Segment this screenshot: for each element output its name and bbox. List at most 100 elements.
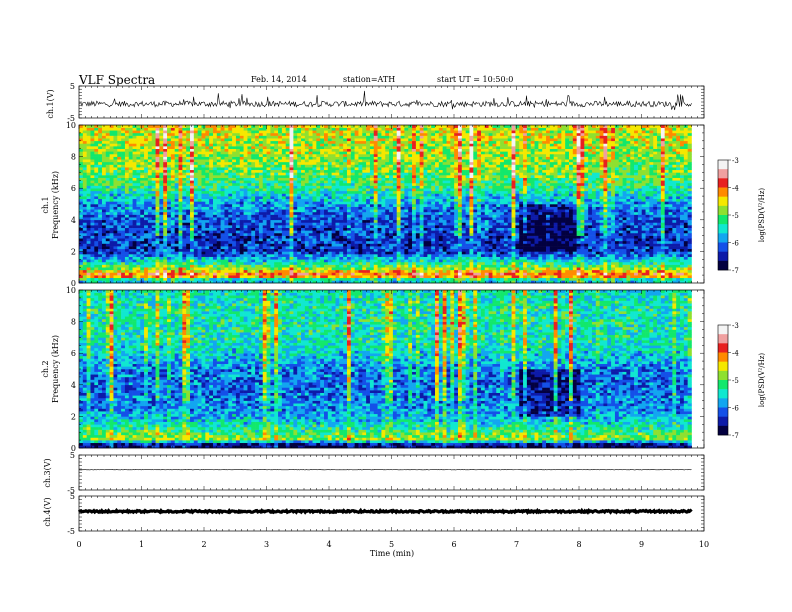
ch1-spectrogram-cell: [324, 243, 329, 247]
ch1-spectrogram-cell: [304, 182, 309, 186]
ch1-spectrogram-cell: [297, 156, 302, 160]
ch1-spectrogram-cell: [79, 209, 84, 213]
ch1-spectrogram-cell: [343, 159, 348, 163]
ch1-spectrogram-cell: [255, 232, 260, 236]
ch1-spectrogram-cell: [247, 156, 252, 160]
ch1-spectrogram-cell: [270, 243, 275, 247]
ch1-spectrogram-cell: [366, 159, 371, 163]
ch1-spectrogram-cell: [289, 246, 294, 250]
ch1-spectrogram-cell: [209, 246, 214, 250]
ch1-spectrogram-cell: [278, 182, 283, 186]
ch1-spectrogram-cell: [358, 269, 363, 273]
ch1-spectrogram-cell: [331, 146, 336, 149]
ch1-spectrogram-cell: [350, 164, 355, 168]
ch1-spectrogram-cell: [278, 254, 283, 257]
ch1-spectrogram-cell: [324, 138, 329, 142]
ch1-spectrogram-cell: [209, 130, 214, 134]
ch1-spectrogram-cell: [86, 254, 91, 257]
ch1-spectrogram-cell: [308, 161, 313, 165]
ch1-spectrogram-cell: [132, 251, 137, 255]
ch1-spectrogram-cell: [247, 254, 252, 257]
ch1-spectrogram-cell: [186, 156, 191, 160]
ch1-spectrogram-cell: [132, 193, 137, 197]
ch1-spectrogram-cell: [117, 232, 122, 236]
ch1-spectrogram-cell: [205, 201, 210, 205]
ch1-spectrogram-cell: [316, 164, 321, 168]
ch1-spectrogram-cell: [105, 156, 110, 160]
ch1-spectrogram-cell: [235, 219, 241, 223]
ch1-spectrogram-cell: [167, 225, 172, 228]
ch1-spectrogram-cell: [82, 188, 87, 192]
ch1-spectrogram-cell: [369, 254, 375, 257]
ch1-spectrogram-cell: [140, 261, 145, 265]
ch1-spectrogram-cell: [193, 248, 198, 252]
ch1-spectrogram-cell: [235, 196, 241, 200]
ch1-spectrogram-cell: [128, 272, 133, 276]
ch1-spectrogram-cell: [327, 269, 332, 273]
ch1-spectrogram-cell: [182, 217, 187, 221]
ch1-spectrogram-cell: [113, 125, 118, 128]
ch1-spectrogram-cell: [381, 256, 386, 260]
ch1-spectrogram-cell: [346, 167, 352, 171]
ch1-spectrogram-cell: [243, 201, 248, 205]
ch1-spectrogram-cell: [170, 214, 176, 218]
ch1-spectrogram-cell: [251, 146, 256, 149]
ch1-spectrogram-cell: [155, 125, 160, 128]
ch1-spectrogram-cell: [228, 196, 233, 200]
ch1-spectrogram-cell: [228, 217, 233, 221]
ch1-spectrogram-cell: [274, 151, 279, 155]
ch1-spectrogram-cell: [255, 153, 260, 157]
ch1-spectrogram-cell: [266, 146, 271, 149]
ch1-spectrogram-cell: [293, 146, 298, 149]
ch1-spectrogram-cell: [235, 201, 241, 205]
ch1-spectrogram-cell: [377, 185, 382, 189]
ch1-spectrogram-cell: [266, 130, 271, 134]
ch1-spectrogram-cell: [101, 254, 107, 257]
ch1-spectrogram-cell: [339, 164, 344, 168]
ch1-spectrogram-cell: [197, 209, 202, 213]
ch1-spectrogram-cell: [239, 196, 244, 200]
ch1-spectrogram-cell: [247, 206, 252, 210]
ch1-spectrogram-cell: [316, 256, 321, 260]
ch1-spectrogram-cell: [201, 193, 206, 197]
ch1-spectrogram-cell: [128, 254, 133, 257]
ch1-spectrogram-cell: [358, 161, 363, 165]
ch1-spectrogram-cell: [324, 272, 329, 276]
ch1-spectrogram-cell: [289, 177, 294, 181]
ch1-spectrogram-cell: [346, 193, 352, 197]
ch1-spectrogram-cell: [220, 256, 225, 260]
ch1-spectrogram-cell: [281, 132, 287, 136]
ch1-spectrogram-cell: [369, 232, 375, 236]
ch1-spectrogram-cell: [343, 161, 348, 165]
ch1-spectrogram-cell: [289, 135, 294, 139]
ch1-spectrogram-cell: [90, 275, 95, 279]
ch1-spectrogram-cell: [258, 254, 264, 257]
ch1-spectrogram-cell: [327, 146, 332, 149]
ch1-spectrogram-cell: [301, 275, 306, 279]
ch1-spectrogram-cell: [159, 264, 164, 268]
ch1-spectrogram-cell: [278, 230, 283, 234]
ch1-spectrogram-cell: [304, 175, 309, 178]
ch1-spectrogram-cell: [124, 177, 130, 181]
ch1-spectrogram-cell: [136, 214, 141, 218]
ch1-spectrogram-cell: [220, 230, 225, 234]
ch1-spectrogram-cell: [147, 272, 153, 276]
ch1-spectrogram-cell: [255, 177, 260, 181]
ch1-spectrogram-cell: [247, 161, 252, 165]
ch1-spectrogram-cell: [212, 161, 218, 165]
ch1-spectrogram-cell: [270, 277, 275, 281]
ch1-spectrogram-cell: [270, 132, 275, 136]
ch1-spectrogram-cell: [128, 188, 133, 192]
ch1-spectrogram-cell: [79, 272, 84, 276]
ch1-spectrogram-cell: [174, 269, 179, 273]
ch1-spectrogram-cell: [98, 193, 103, 197]
ch1-spectrogram-cell: [124, 182, 130, 186]
ch1-spectrogram-cell: [212, 130, 218, 134]
ch1-spectrogram-cell: [94, 214, 99, 218]
ch1-spectrogram-cell: [193, 243, 198, 247]
ch1-spectrogram-cell: [101, 225, 107, 228]
ch1-spectrogram-cell: [174, 177, 179, 181]
ch1-spectrogram-cell: [301, 169, 306, 173]
ch1-spectrogram-cell: [362, 172, 367, 176]
ch1-spectrogram-cell: [197, 135, 202, 139]
